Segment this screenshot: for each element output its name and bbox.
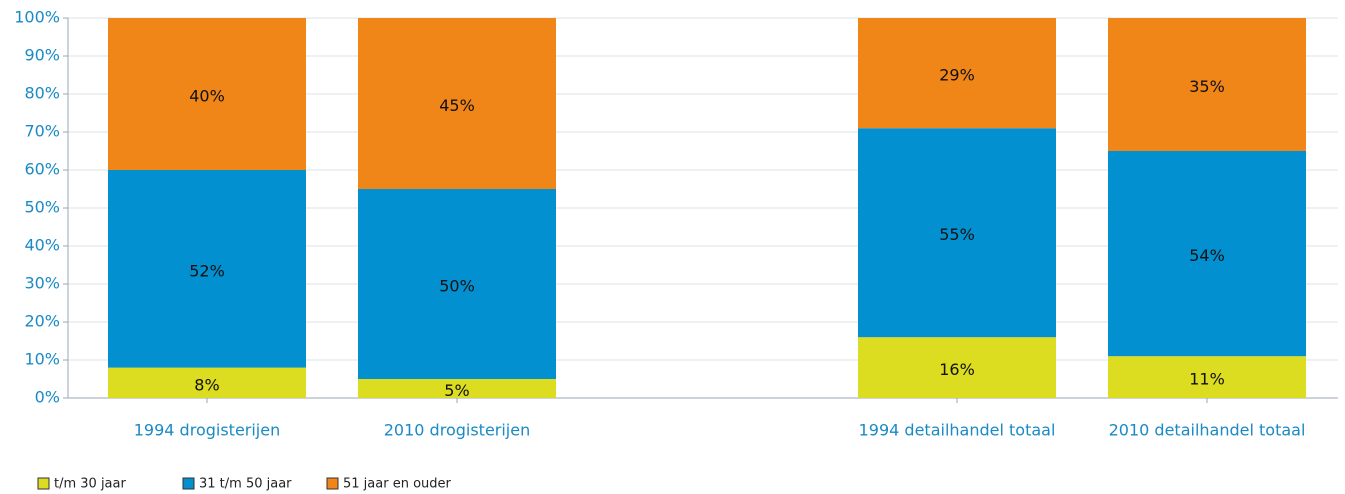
bar-segment [1108, 151, 1306, 357]
y-tick-label: 0% [35, 388, 60, 407]
value-label: 8% [194, 375, 219, 394]
bar-segment [108, 367, 306, 398]
y-tick-label: 10% [24, 350, 60, 369]
bar-segment [858, 128, 1056, 338]
y-tick-label: 40% [24, 236, 60, 255]
y-tick-label: 50% [24, 198, 60, 217]
y-tick-label: 70% [24, 122, 60, 141]
legend-label: 31 t/m 50 jaar [199, 477, 292, 492]
bar-segment [1108, 356, 1306, 398]
value-label: 54% [1189, 246, 1225, 265]
bar-segment [858, 18, 1056, 129]
value-label: 35% [1189, 77, 1225, 96]
y-tick-label: 80% [24, 84, 60, 103]
bar-segment [358, 379, 556, 398]
value-label: 40% [189, 87, 225, 106]
legend-label: t/m 30 jaar [54, 477, 126, 492]
value-label: 45% [439, 96, 475, 115]
bar-segment [858, 337, 1056, 398]
legend-swatch [326, 477, 339, 490]
bar-segment [358, 18, 556, 189]
y-tick-label: 90% [24, 46, 60, 65]
bar-segment [358, 189, 556, 379]
value-label: 16% [939, 360, 975, 379]
value-label: 52% [189, 261, 225, 280]
bar-segment [108, 18, 306, 170]
x-tick-label: 2010 detailhandel totaal [1109, 421, 1306, 440]
legend-label: 51 jaar en ouder [343, 477, 452, 492]
legend-swatch [37, 477, 50, 490]
y-tick-label: 20% [24, 312, 60, 331]
value-label: 5% [444, 381, 469, 400]
x-tick-label: 2010 drogisterijen [384, 421, 530, 440]
x-tick-label: 1994 detailhandel totaal [859, 421, 1056, 440]
value-label: 29% [939, 66, 975, 85]
y-tick-label: 100% [14, 8, 60, 27]
legend-swatch [182, 477, 195, 490]
y-tick-label: 60% [24, 160, 60, 179]
value-label: 55% [939, 225, 975, 244]
bar-segment [108, 170, 306, 368]
x-tick-label: 1994 drogisterijen [134, 421, 280, 440]
bar-segment [1108, 18, 1306, 151]
y-tick-label: 30% [24, 274, 60, 293]
value-label: 50% [439, 277, 475, 296]
value-label: 11% [1189, 370, 1225, 389]
